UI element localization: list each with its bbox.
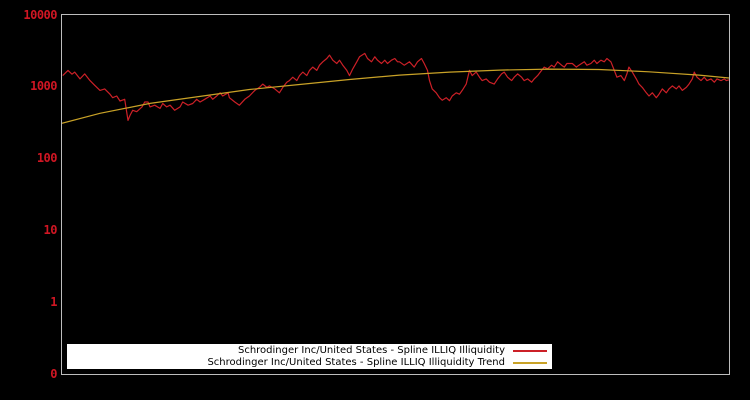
legend-swatch-illiquidity-trend-line [513, 361, 547, 364]
series-line-0 [62, 52, 729, 122]
y-tick-label-10000: 10000 [23, 7, 57, 22]
legend-item-illiquidity: Schrodinger Inc/United States - Spline I… [67, 345, 547, 357]
chart-svg [62, 52, 729, 124]
y-tick-label-1000: 1000 [30, 79, 57, 94]
y-tick-label-1: 1 [50, 294, 57, 309]
series-lines [62, 52, 729, 124]
legend: Schrodinger Inc/United States - Spline I… [67, 344, 552, 369]
y-tick-label-100: 100 [36, 151, 58, 166]
legend-label-illiquidity: Schrodinger Inc/United States - Spline I… [237, 344, 505, 356]
y-axis-labels: 10000 1000 100 10 1 0 [0, 0, 57, 400]
plot-area [61, 14, 730, 375]
y-tick-label-10: 10 [43, 222, 58, 237]
y-tick-label-0: 0 [50, 366, 57, 381]
legend-item-illiquidity-trend: Schrodinger Inc/United States - Spline I… [67, 357, 547, 369]
series-line-1 [62, 68, 729, 124]
legend-swatch-illiquidity-line [513, 349, 547, 352]
legend-label-illiquidity-trend: Schrodinger Inc/United States - Spline I… [207, 356, 505, 368]
